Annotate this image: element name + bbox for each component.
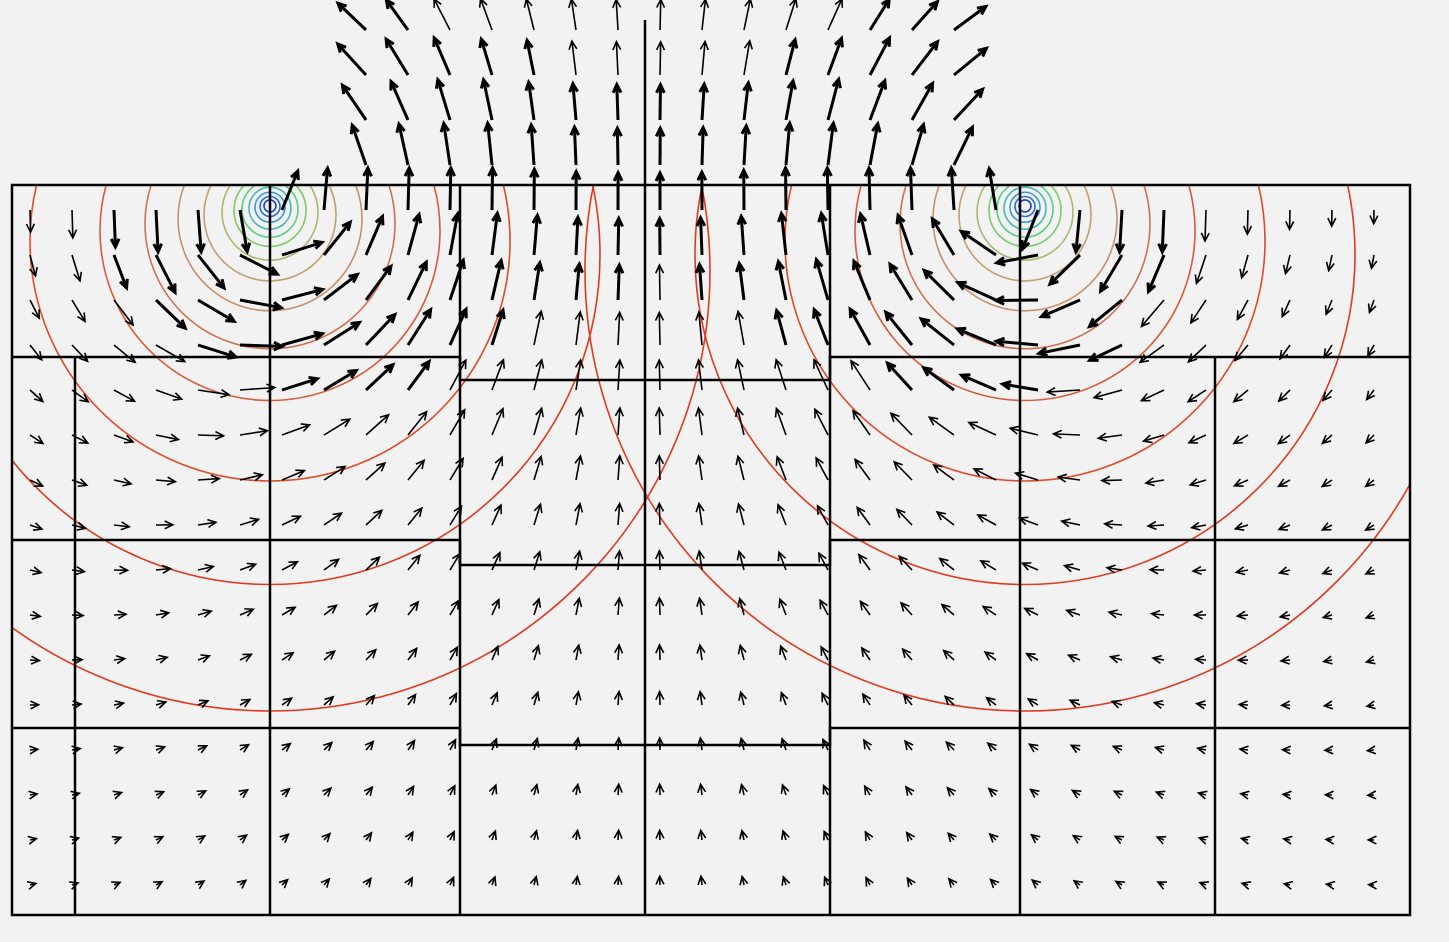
- arrow-shaft: [492, 168, 493, 210]
- arrow-shaft: [827, 168, 828, 210]
- arrow-shaft: [659, 312, 660, 345]
- arrow-shaft: [198, 435, 223, 436]
- arrow-shaft: [1102, 480, 1122, 481]
- arrow-shaft: [659, 456, 660, 480]
- arrow-shaft: [408, 168, 409, 210]
- arrow-shaft: [1054, 434, 1080, 435]
- arrow-shaft: [1205, 210, 1206, 241]
- arrow-shaft: [659, 408, 660, 435]
- background: [0, 0, 1449, 942]
- arrow-shaft: [618, 218, 619, 255]
- arrow-shaft: [617, 128, 618, 165]
- arrow-shaft: [701, 218, 702, 255]
- arrow-shaft: [660, 42, 661, 75]
- arrow-shaft: [659, 265, 660, 300]
- arrow-shaft: [1162, 210, 1164, 252]
- arrow-shaft: [660, 0, 661, 30]
- arrow-shaft: [240, 345, 282, 346]
- arrow-shaft: [114, 210, 115, 247]
- arrow-shaft: [659, 360, 660, 390]
- arrow-shaft: [869, 168, 870, 210]
- arrow-shaft: [659, 551, 660, 570]
- arrow-shaft: [660, 85, 661, 120]
- arrow-shaft: [702, 128, 703, 165]
- arrow-shaft: [30, 210, 31, 232]
- arrow-shaft: [659, 503, 660, 525]
- arrow-shaft: [72, 210, 73, 238]
- vector-field-plot: [0, 0, 1449, 942]
- arrow-shaft: [910, 168, 912, 210]
- arrow-shaft: [1247, 210, 1248, 234]
- arrow-shaft: [366, 168, 368, 210]
- arrow-shaft: [574, 127, 576, 165]
- arrow-shaft: [617, 85, 618, 120]
- arrow-shaft: [450, 168, 451, 210]
